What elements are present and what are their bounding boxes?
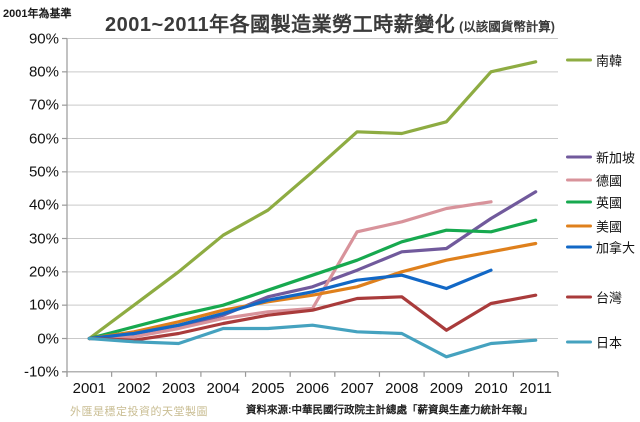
- legend-label-taiwan: 台灣: [596, 290, 623, 306]
- x-axis-label: 2002: [117, 379, 151, 397]
- x-axis-label: 2011: [519, 379, 552, 397]
- legend-label-usa: 美國: [596, 219, 623, 235]
- x-axis-label: 2001: [72, 379, 106, 397]
- series-line-uk: [87, 218, 538, 341]
- y-axis-label: 10%: [28, 296, 59, 314]
- y-axis-label: 50%: [28, 163, 59, 181]
- x-axis-label: 2003: [161, 379, 196, 397]
- chart-title-note: (以該國貨幣計算): [459, 20, 555, 34]
- legend-swatch-japan: [566, 340, 592, 344]
- x-axis-label: 2005: [251, 379, 285, 397]
- series-line-korea: [87, 60, 538, 341]
- y-axis-label: 60%: [28, 130, 59, 147]
- legend-item-taiwan: 台灣: [566, 288, 622, 307]
- x-axis-label: 2006: [295, 379, 330, 397]
- legend-label-korea: 南韓: [596, 53, 623, 69]
- legend-item-germany: 德國: [566, 171, 622, 190]
- series-line-germany: [87, 200, 493, 341]
- legend-item-korea: 南韓: [566, 51, 622, 70]
- x-axis-label: 2009: [429, 379, 464, 397]
- x-axis-label: 2008: [385, 379, 419, 397]
- x-axis-label: 2007: [340, 379, 374, 397]
- y-axis-label: 40%: [28, 196, 59, 214]
- data-source: 資料來源:中華民國行政院主計總處「薪資與生產力統計年報」: [246, 404, 533, 416]
- legend-item-canada: 加拿大: [566, 238, 635, 257]
- series-line-usa: [87, 241, 538, 341]
- legend-swatch-usa: [566, 224, 592, 228]
- legend-swatch-uk: [566, 200, 592, 204]
- legend-item-uk: 英國: [566, 193, 622, 212]
- legend-item-japan: 日本: [566, 333, 622, 352]
- legend-swatch-korea: [566, 58, 592, 62]
- base-year-note: 2001年為基準: [3, 8, 72, 20]
- chart-title-text: 2001~2011年各國製造業勞工時薪變化: [105, 14, 456, 36]
- series-line-japan: [87, 323, 538, 359]
- legend-swatch-canada: [566, 245, 592, 249]
- series-line-taiwan: [87, 293, 538, 342]
- series-line-canada: [87, 268, 493, 341]
- series-line-singapore: [87, 190, 538, 341]
- legend-label-germany: 德國: [596, 173, 623, 189]
- legend-label-singapore: 新加坡: [596, 150, 636, 166]
- y-axis-label: 0%: [37, 330, 59, 347]
- y-axis-label: 30%: [28, 230, 59, 247]
- chart-title: 2001~2011年各國製造業勞工時薪變化 (以該國貨幣計算): [80, 8, 580, 37]
- legend-swatch-singapore: [566, 155, 592, 159]
- legend-item-usa: 美國: [566, 217, 622, 236]
- legend-swatch-taiwan: [566, 295, 592, 299]
- y-axis-label: 90%: [28, 30, 59, 47]
- legend-label-canada: 加拿大: [596, 240, 636, 256]
- x-axis-label: 2010: [474, 379, 508, 397]
- watermark: 外匯是穩定投資的天堂製圖: [70, 406, 208, 418]
- y-axis-label: 20%: [28, 263, 59, 281]
- y-axis-label: 70%: [28, 96, 59, 114]
- legend-label-uk: 英國: [596, 195, 623, 211]
- y-axis-label: 80%: [28, 63, 59, 81]
- legend-item-singapore: 新加坡: [566, 148, 635, 167]
- legend-label-japan: 日本: [596, 335, 623, 351]
- x-axis-label: 2004: [206, 379, 240, 397]
- legend-swatch-germany: [566, 178, 592, 182]
- y-axis-label: -10%: [23, 363, 59, 381]
